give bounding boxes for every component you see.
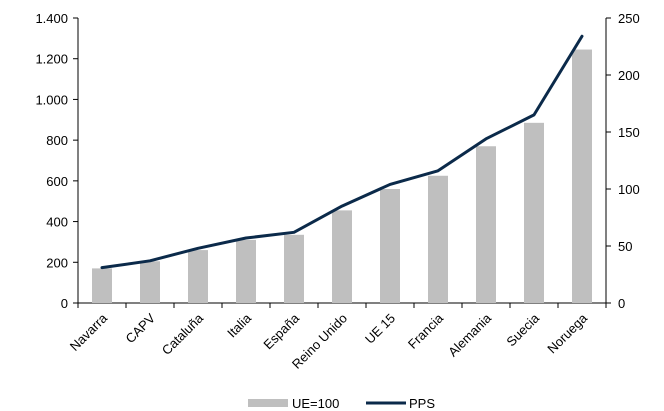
bar-navarra bbox=[92, 268, 112, 303]
bar-suecia bbox=[524, 122, 544, 303]
right-tick-label: 0 bbox=[618, 296, 625, 311]
right-tick-label: 150 bbox=[618, 125, 640, 140]
axes-group: 0 200 400 600 800 1.000 1.200 1.400 0 50 100 150 200… bbox=[35, 11, 639, 311]
legend-label-bar: UE=100 bbox=[292, 396, 339, 411]
x-tick-label: Suecia bbox=[503, 310, 542, 349]
bar-reino-unido bbox=[332, 210, 352, 303]
legend: UE=100 PPS bbox=[248, 396, 435, 411]
right-tick-label: 100 bbox=[618, 182, 640, 197]
x-tick-label: CAPV bbox=[122, 310, 158, 346]
bars-group bbox=[92, 49, 592, 303]
left-tick-label: 1.000 bbox=[35, 92, 68, 107]
pps-line bbox=[100, 34, 584, 270]
legend-swatch-bar bbox=[248, 399, 288, 407]
bar-cataluña bbox=[188, 250, 208, 303]
bar-españa bbox=[284, 234, 304, 303]
line-group bbox=[100, 34, 584, 270]
x-tick-label: Alemania bbox=[445, 310, 494, 359]
bar-noruega bbox=[572, 49, 592, 303]
x-tick-label: UE 15 bbox=[362, 311, 398, 347]
bar-francia bbox=[428, 175, 448, 303]
x-tick-label: Cataluña bbox=[159, 310, 207, 358]
right-tick-label: 50 bbox=[618, 239, 632, 254]
left-tick-label: 1.200 bbox=[35, 52, 68, 67]
bar-italia bbox=[236, 239, 256, 303]
x-tick-label: España bbox=[260, 310, 302, 352]
left-tick-label: 800 bbox=[46, 133, 68, 148]
left-tick-label: 0 bbox=[61, 296, 68, 311]
left-tick-label: 400 bbox=[46, 215, 68, 230]
x-tick-label: Italia bbox=[224, 310, 255, 341]
bar-capv bbox=[140, 261, 160, 303]
x-tick-label: Noruega bbox=[544, 310, 590, 356]
right-tick-label: 250 bbox=[618, 11, 640, 26]
right-tick-label: 200 bbox=[618, 68, 640, 83]
left-tick-label: 200 bbox=[46, 255, 68, 270]
left-tick-label: 600 bbox=[46, 174, 68, 189]
bar-alemania bbox=[476, 146, 496, 303]
x-tick-label: Francia bbox=[405, 310, 447, 352]
legend-label-line: PPS bbox=[409, 396, 435, 411]
x-tick-label: Navarra bbox=[67, 310, 111, 354]
bar-ue-15 bbox=[380, 189, 400, 303]
left-tick-label: 1.400 bbox=[35, 11, 68, 26]
